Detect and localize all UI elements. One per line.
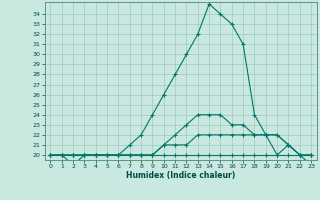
X-axis label: Humidex (Indice chaleur): Humidex (Indice chaleur)	[126, 171, 236, 180]
